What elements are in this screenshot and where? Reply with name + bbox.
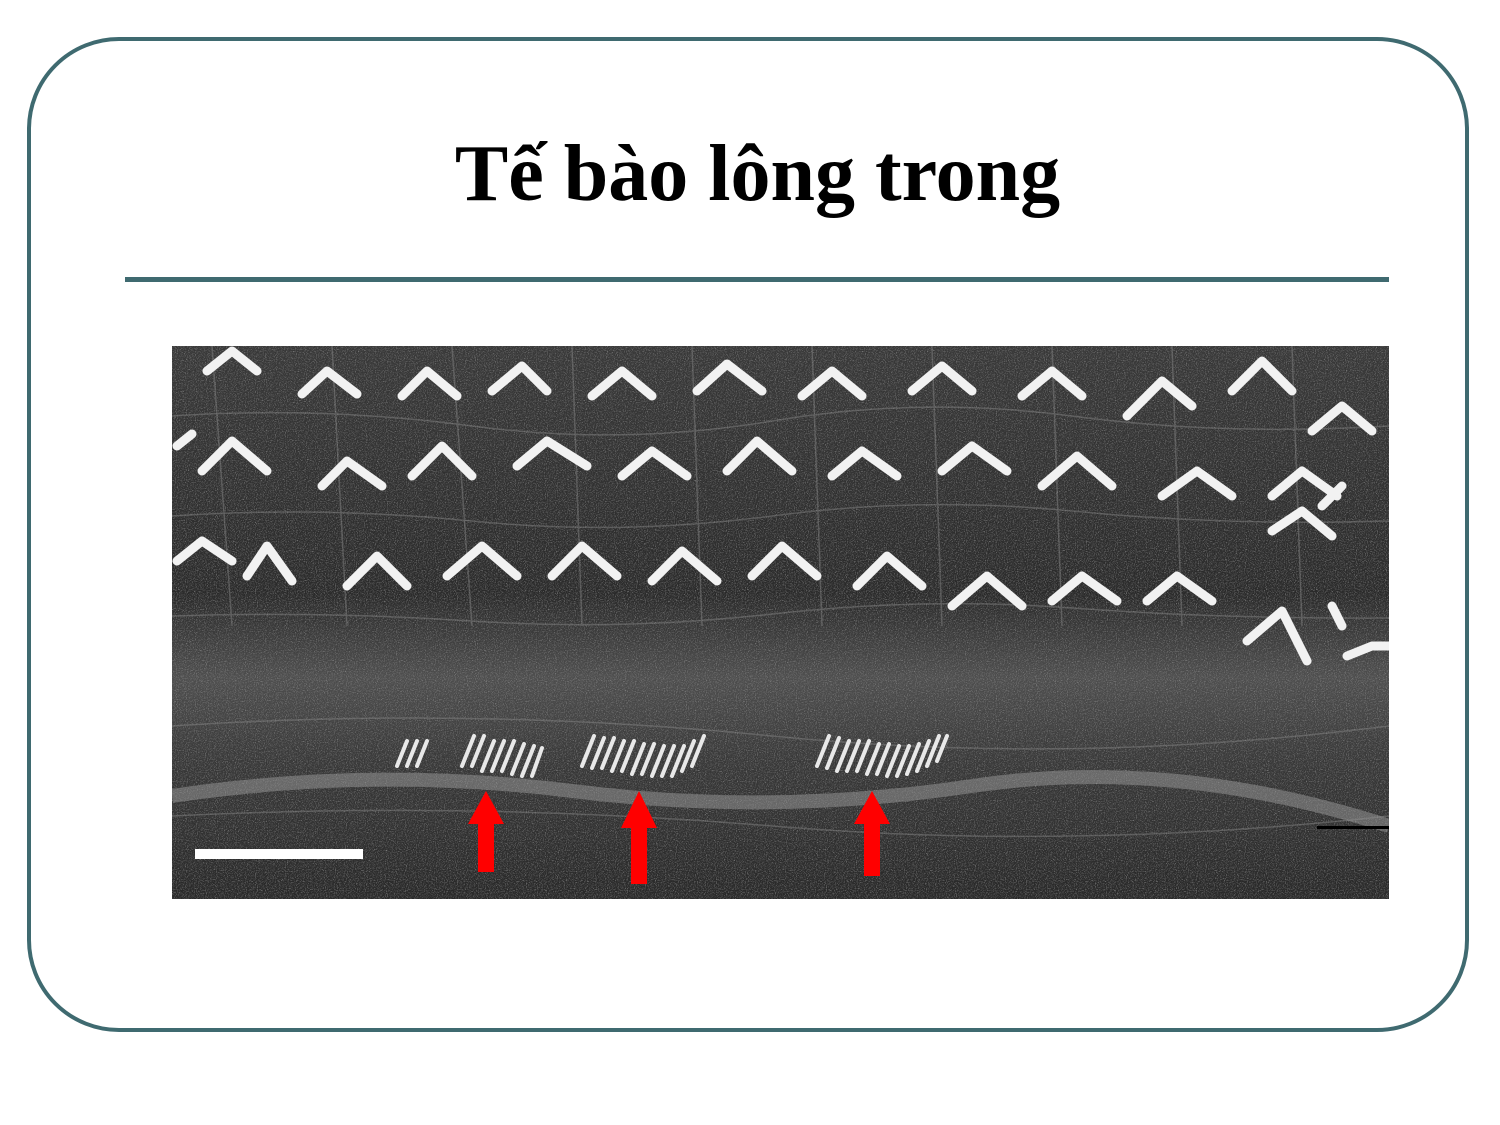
micrograph-image — [172, 346, 1389, 899]
micrograph-background — [172, 346, 1389, 899]
scale-bar — [195, 849, 363, 859]
basilar-band — [172, 770, 1389, 833]
red-arrows — [468, 791, 890, 884]
slide-title: Tế bào lông trong — [454, 130, 1061, 218]
arrow-2-icon — [621, 791, 657, 884]
scale-bar-right — [1317, 826, 1389, 829]
arrow-1-icon — [468, 791, 504, 872]
inner-hair-cell-bundles — [395, 734, 949, 778]
outer-hair-cell-bundles — [172, 346, 1389, 666]
arrow-3-icon — [854, 791, 890, 876]
title-divider — [125, 277, 1389, 282]
